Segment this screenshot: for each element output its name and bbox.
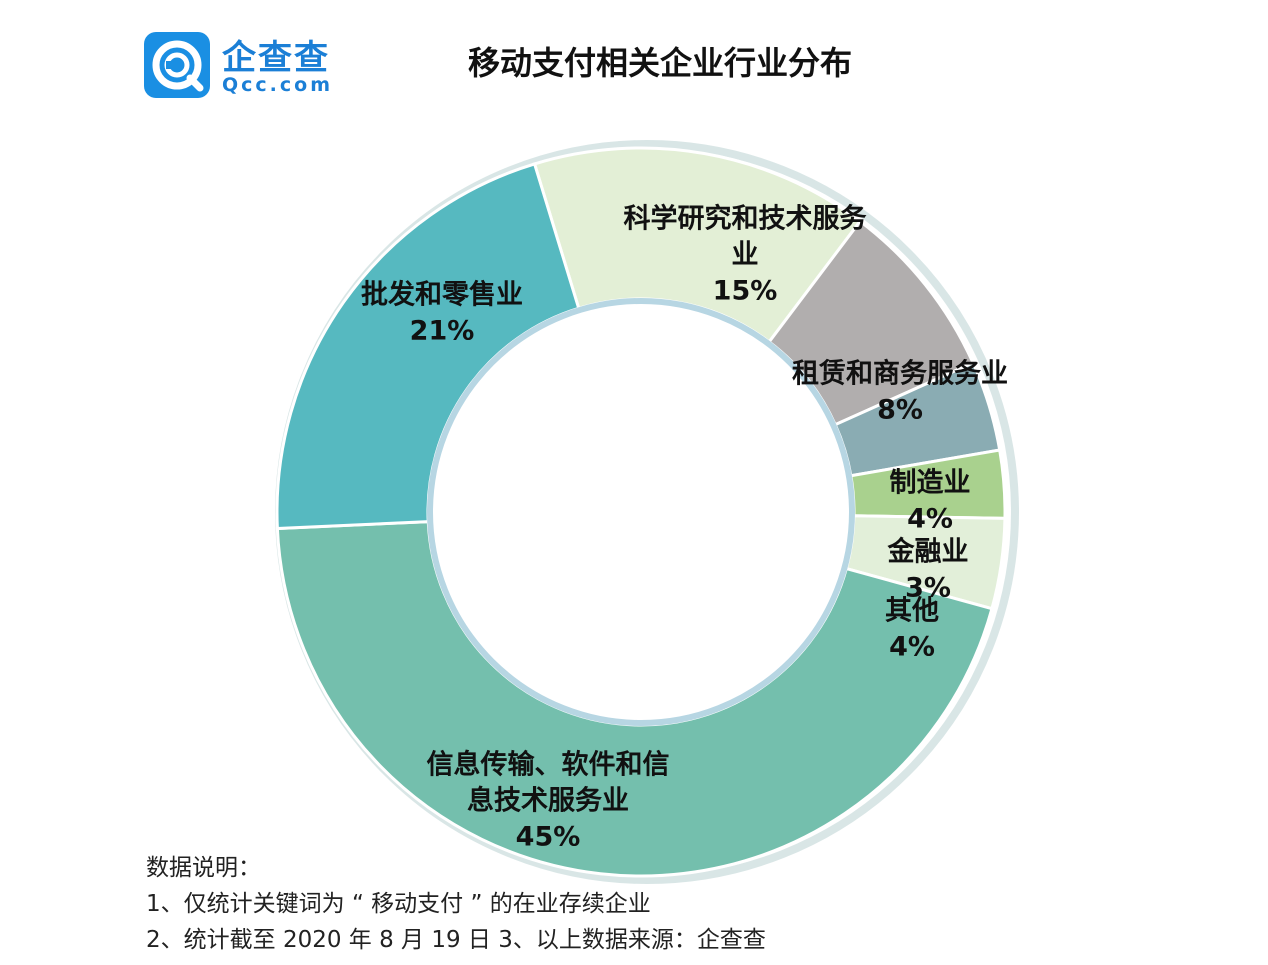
donut-hole [434, 305, 848, 719]
slice-category-label: 信息传输、软件和信 [427, 749, 670, 781]
logo-name: 企查查 [222, 38, 330, 78]
slice-value-label: 4% [889, 632, 935, 663]
notes-line-1: 1、仅统计关键词为 “ 移动支付 ” 的在业存续企业 [146, 891, 651, 917]
slice-value-label: 3% [905, 573, 951, 604]
slice-value-label: 21% [410, 316, 475, 347]
slice-value-label: 45% [516, 822, 581, 853]
qcc-logo-icon [144, 32, 210, 98]
slice-category-label: 息技术服务业 [467, 785, 629, 817]
slice-category-label: 科学研究和技术服务 [624, 203, 867, 235]
slice-value-label: 15% [713, 276, 778, 307]
inner-ring [427, 298, 855, 726]
slice-category-label: 金融业 [887, 536, 969, 568]
notes-heading: 数据说明： [146, 855, 261, 881]
qcc-logo: 企查查 Qcc.com [144, 30, 344, 100]
slice-category-label: 制造业 [890, 468, 971, 499]
slice-category-label: 租赁和商务服务业 [792, 359, 1008, 390]
chart-title: 移动支付相关企业行业分布 [467, 44, 852, 82]
slice-category-label: 其他 [885, 596, 939, 627]
slice-category-label: 业 [732, 240, 759, 271]
slice-category-label: 批发和零售业 [361, 279, 523, 311]
notes-line-2: 2、统计截至 2020 年 8 月 19 日 3、以上数据来源：企查查 [146, 927, 766, 953]
logo-domain: Qcc.com [222, 74, 334, 96]
data-notes: 数据说明： 1、仅统计关键词为 “ 移动支付 ” 的在业存续企业 2、统计截至 … [146, 850, 766, 958]
slice-value-label: 8% [877, 395, 923, 426]
slice-value-label: 4% [907, 504, 953, 535]
